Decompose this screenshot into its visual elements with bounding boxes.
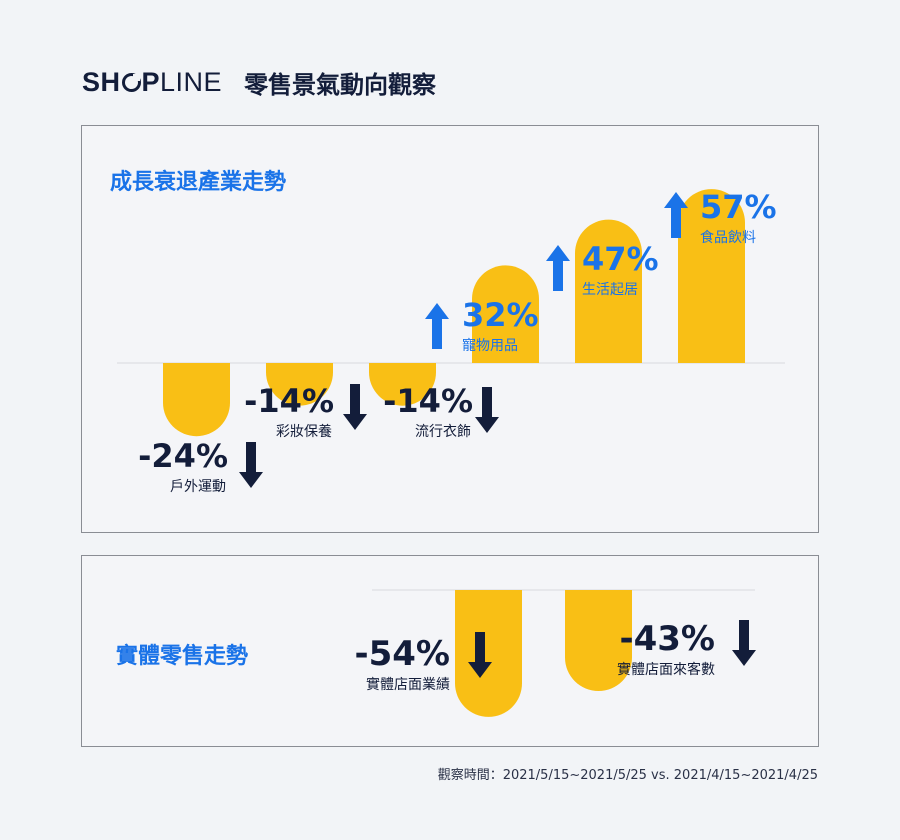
category-label: 彩妝保養 bbox=[276, 423, 332, 440]
arrow-down-icon bbox=[343, 384, 367, 430]
arrow-down-icon bbox=[468, 632, 492, 678]
bar-生活起居 bbox=[575, 219, 642, 363]
value-label: -54% bbox=[355, 634, 451, 674]
arrow-down-icon bbox=[732, 620, 756, 666]
observation-period: 觀察時間：2021/5/15~2021/5/25 vs. 2021/4/15~2… bbox=[437, 768, 818, 783]
bar-實體店面來客數 bbox=[565, 590, 632, 692]
bar-食品飲料 bbox=[678, 189, 745, 363]
category-label: 戶外運動 bbox=[170, 479, 226, 495]
bar-實體店面業績 bbox=[455, 590, 522, 717]
value-label: -24% bbox=[138, 437, 228, 475]
page-title: 零售景氣動向觀察 bbox=[244, 70, 437, 99]
value-label: 32% bbox=[462, 296, 539, 334]
bar-流行衣飾 bbox=[369, 363, 436, 406]
arrow-down-icon bbox=[475, 387, 499, 433]
arrow-up-icon bbox=[546, 245, 570, 291]
value-label: -14% bbox=[244, 382, 334, 420]
physical-retail-title: 實體零售走勢 bbox=[116, 644, 249, 669]
header: SH P LINE 零售景氣動向觀察 bbox=[82, 62, 436, 102]
bar-戶外運動 bbox=[163, 363, 230, 437]
arrow-up-icon bbox=[664, 192, 688, 238]
category-label: 流行衣飾 bbox=[415, 424, 471, 440]
physical-retail-panel: 實體零售走勢 bbox=[81, 555, 819, 747]
category-label: 實體店面業績 bbox=[366, 676, 450, 693]
value-label: -43% bbox=[620, 619, 716, 659]
value-label: -14% bbox=[383, 382, 473, 420]
value-label: 57% bbox=[700, 188, 777, 226]
logo-o-icon bbox=[121, 72, 141, 92]
arrow-up-icon bbox=[425, 303, 449, 349]
value-label: 47% bbox=[582, 240, 659, 278]
category-label: 寵物用品 bbox=[462, 337, 518, 354]
category-label: 生活起居 bbox=[582, 282, 638, 298]
industry-trend-title: 成長衰退產業走勢 bbox=[110, 170, 287, 195]
category-label: 實體店面來客數 bbox=[617, 661, 715, 678]
shopline-logo: SH P LINE bbox=[82, 66, 223, 97]
category-label: 食品飲料 bbox=[700, 229, 756, 246]
bar-寵物用品 bbox=[472, 265, 539, 363]
bar-彩妝保養 bbox=[266, 363, 333, 406]
arrow-down-icon bbox=[239, 442, 263, 488]
